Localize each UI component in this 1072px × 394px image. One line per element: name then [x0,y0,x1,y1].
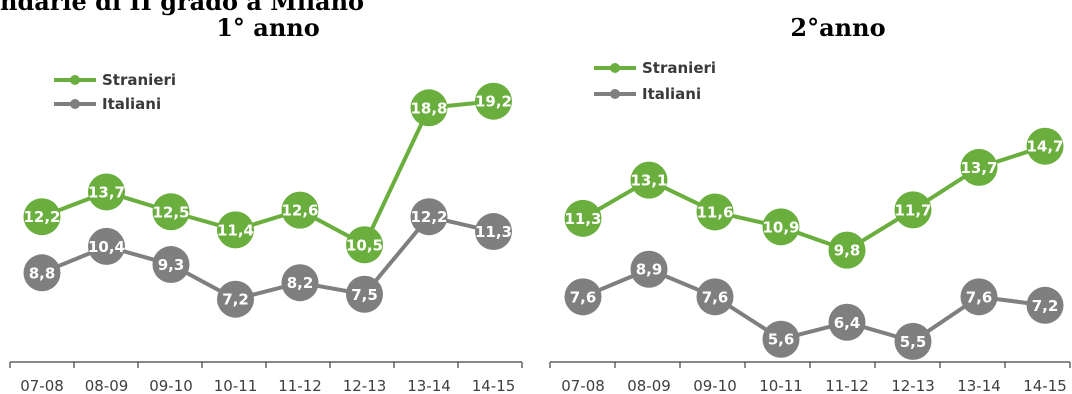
data-label: 7,6 [570,288,597,306]
data-point [960,278,998,316]
data-point [630,161,668,199]
x-tick-label: 12-13 [891,377,935,394]
data-point [696,278,734,316]
legend-label: Italiani [642,85,701,103]
data-label: 12,2 [23,208,60,226]
legend-label: Stranieri [102,71,176,89]
x-tick-label: 12-13 [343,377,387,394]
data-label: 7,2 [222,291,249,309]
x-tick-label: 13-14 [957,377,1001,394]
chart-title: 1° anno [216,13,320,42]
data-point [346,275,383,313]
legend-label: Italiani [102,95,161,113]
data-point [564,199,602,237]
data-label: 7,5 [351,286,378,304]
x-tick-label: 07-08 [20,377,64,394]
x-tick-label: 14-15 [472,377,516,394]
data-label: 13,7 [960,159,997,177]
data-label: 7,2 [1032,297,1059,315]
x-tick-label: 13-14 [407,377,451,394]
data-point [152,246,190,284]
chart-second-year: 2°anno 07-08 08-09 09-10 10-11 11-12 12-13 13-1… [549,13,1071,394]
data-label: 8,8 [29,264,56,282]
x-tick-label: 08-09 [85,377,129,394]
data-point [762,208,800,246]
data-label: 10,4 [88,238,125,256]
x-tick-label: 11-12 [278,377,322,394]
x-tick-label: 09-10 [693,377,737,394]
data-label: 13,7 [88,183,125,201]
legend-marker [610,89,620,99]
data-point [217,280,254,318]
legend-label: Stranieri [642,59,716,77]
data-point [828,303,866,341]
legend-marker [70,99,80,109]
data-point [346,226,383,264]
data-label: 11,4 [217,221,254,239]
data-point [217,211,254,249]
x-tick-label: 10-11 [214,377,258,394]
data-label: 7,6 [966,288,993,306]
data-point [23,254,61,292]
legend-marker [610,63,620,73]
data-point [1026,286,1064,324]
data-point [152,193,190,231]
data-label: 11,7 [894,201,931,219]
data-point [1026,127,1064,165]
x-tick-label: 14-15 [1023,377,1067,394]
data-point [564,278,602,316]
x-tick-label: 10-11 [759,377,803,394]
legend-marker [70,75,80,85]
x-tick-label: 11-12 [825,377,869,394]
data-label: 9,8 [834,242,861,260]
data-label: 19,2 [475,93,512,111]
data-point [762,320,800,358]
data-label: 10,5 [346,236,383,254]
data-point [410,89,448,127]
data-point [960,148,998,186]
data-label: 9,3 [158,256,185,274]
data-point [281,191,319,229]
data-label: 11,3 [564,210,601,228]
data-label: 6,4 [834,314,861,332]
x-tick-label: 09-10 [149,377,193,394]
data-point [894,191,932,229]
data-label: 10,9 [762,218,799,236]
data-label: 5,5 [900,333,927,351]
x-tick-label: 07-08 [561,377,605,394]
data-label: 7,6 [702,288,729,306]
data-point [281,264,319,302]
x-tick-label: 08-09 [627,377,671,394]
data-label: 8,2 [287,274,314,292]
data-point [88,173,125,211]
data-point [475,82,512,120]
data-label: 13,1 [630,172,667,190]
chart-title: 2°anno [790,13,885,42]
data-point [23,198,61,236]
data-point [630,250,668,288]
data-label: 12,6 [281,202,318,220]
data-label: 12,2 [410,208,447,226]
data-point [894,322,932,360]
data-point [410,198,448,236]
data-point [88,227,125,265]
data-point [828,231,866,269]
data-label: 14,7 [1026,138,1063,156]
data-label: 11,3 [475,223,512,241]
data-point [696,193,734,231]
page-title: ndarie di II grado a Milano [0,0,365,16]
data-label: 18,8 [410,99,447,117]
chart-first-year: 1° anno 07-08 08-09 09-10 10-11 11-12 12-13 13-… [9,13,523,394]
data-label: 5,6 [768,331,795,349]
data-label: 8,9 [636,261,663,279]
data-label: 11,6 [696,203,733,221]
data-label: 12,5 [152,203,189,221]
data-point [475,213,512,251]
